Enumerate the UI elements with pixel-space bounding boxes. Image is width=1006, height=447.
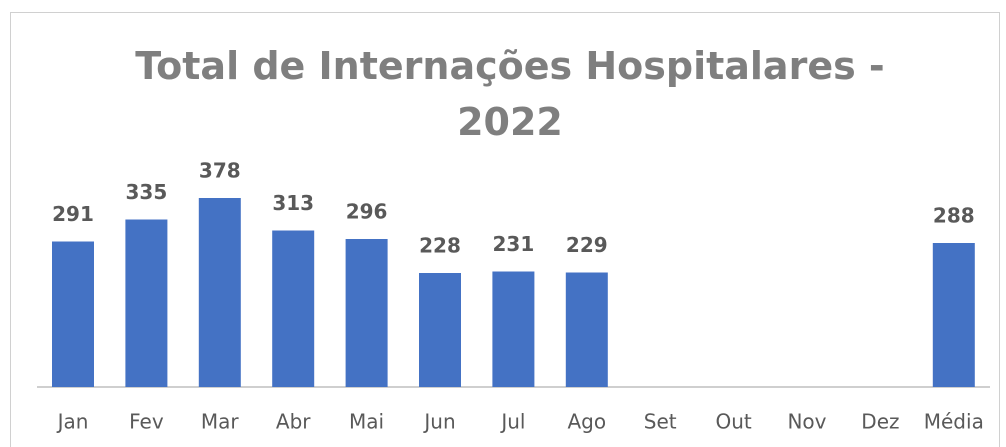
value-label: 288 <box>933 204 975 228</box>
bar <box>52 241 94 387</box>
bar <box>932 243 975 387</box>
value-label: 378 <box>199 159 241 183</box>
x-tick-label: Jul <box>499 410 525 434</box>
x-tick-label: Out <box>715 410 751 434</box>
value-label: 313 <box>272 191 314 215</box>
x-tick-label: Dez <box>861 410 899 434</box>
x-tick-label: Jun <box>422 410 455 434</box>
x-tick-label: Nov <box>787 410 826 434</box>
x-tick-label: Média <box>924 410 984 434</box>
x-tick-label: Fev <box>129 410 164 434</box>
x-tick-label: Abr <box>276 410 311 434</box>
value-label: 335 <box>126 180 168 204</box>
x-tick-label: Mar <box>201 410 240 434</box>
bar <box>345 239 388 387</box>
value-label: 231 <box>493 232 535 256</box>
bar <box>272 230 315 387</box>
value-label: 229 <box>566 233 608 257</box>
x-tick-label: Mai <box>349 410 384 434</box>
bar <box>565 272 608 387</box>
bar <box>125 219 168 387</box>
x-tick-label: Jan <box>56 410 89 434</box>
x-tick-label: Ago <box>567 410 606 434</box>
value-label: 291 <box>52 202 94 226</box>
value-label: 296 <box>346 200 388 224</box>
value-label: 228 <box>419 234 461 258</box>
chart-frame <box>10 12 1000 447</box>
bar <box>198 198 241 387</box>
x-tick-label: Set <box>644 410 677 434</box>
chart-title: Total de Internações Hospitalares - 2022 <box>135 44 885 144</box>
bar <box>492 271 535 387</box>
bar <box>419 273 461 387</box>
